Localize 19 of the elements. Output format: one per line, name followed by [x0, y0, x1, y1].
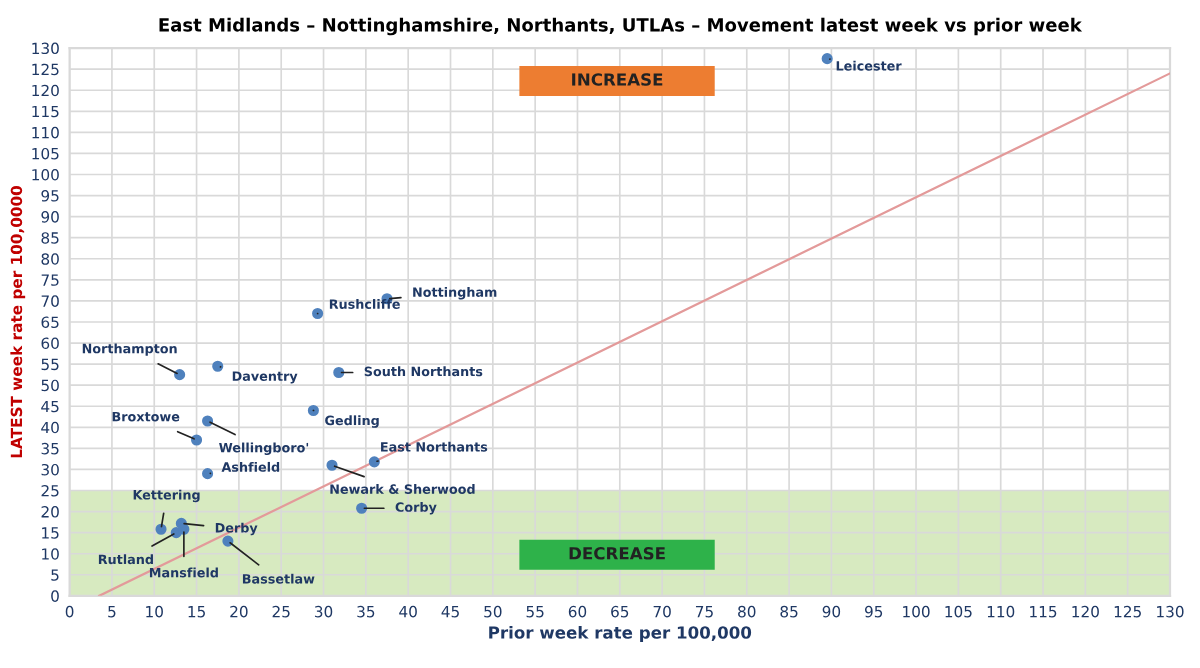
- point: [821, 53, 833, 65]
- annotation: INCREASE: [572, 73, 663, 86]
- point: [202, 415, 214, 427]
- point: [212, 360, 224, 372]
- point: [356, 502, 368, 514]
- point: [333, 366, 345, 379]
- chart-title: East Midlands – Nottinghamshire, Northants, UTLAs – Movement latest week vs prior week: [159, 17, 1083, 36]
- point: [174, 369, 186, 381]
- point: [191, 434, 203, 446]
- point: [178, 523, 190, 535]
- point: [312, 307, 324, 320]
- point: [155, 523, 167, 535]
- point: [307, 404, 319, 417]
- point: [222, 535, 234, 547]
- x-axis-title: Prior week rate per 100,000: [489, 625, 752, 643]
- point: [368, 456, 380, 468]
- point: [202, 468, 214, 480]
- point: [326, 459, 338, 471]
- annotation: DECREASE: [569, 547, 665, 560]
